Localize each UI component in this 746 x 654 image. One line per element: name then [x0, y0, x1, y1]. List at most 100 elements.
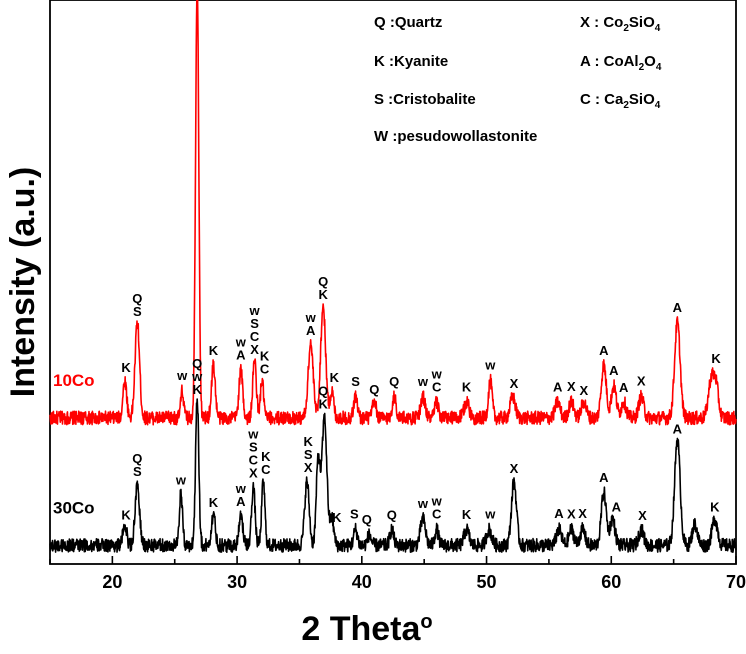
legend-entry: A : CoAl2O4: [580, 53, 662, 73]
peak-label: X: [578, 506, 587, 521]
peak-label: A: [236, 348, 246, 363]
peak-label: X: [637, 374, 646, 389]
legend: Q :Quartz X : Co2SiO4 K :Kyanite A : CoAl2O…: [374, 14, 662, 145]
peak-label: A: [609, 363, 619, 378]
peak-label: Q: [362, 512, 372, 527]
peak-label: S: [304, 447, 313, 462]
peak-label: X: [510, 376, 519, 391]
peak-label: w: [176, 368, 188, 383]
peak-label: A: [306, 323, 316, 338]
peak-label: C: [260, 362, 270, 377]
peak-label: w: [431, 367, 443, 382]
peak-label: C: [249, 453, 259, 468]
peak-label: w: [484, 358, 496, 373]
peak-label: K: [121, 508, 131, 523]
legend-entry: S :Cristobalite: [374, 91, 476, 108]
peak-label: A: [612, 499, 622, 514]
x-tick-label: 30: [227, 572, 247, 592]
peak-label: C: [432, 380, 442, 395]
peak-label: A: [673, 300, 683, 315]
legend-entry: C : Ca2SiO4: [580, 91, 661, 111]
peak-label: A: [599, 343, 609, 358]
peak-label: A: [236, 494, 246, 509]
peak-label: C: [250, 329, 260, 344]
peak-label: w: [248, 303, 260, 318]
peak-label: X: [567, 379, 576, 394]
series-line-10Co: [49, 0, 737, 426]
peak-label: X: [249, 466, 258, 481]
peak-label: K: [121, 360, 131, 375]
peak-label: K: [332, 510, 342, 525]
legend-entry: K :Kyanite: [374, 53, 448, 70]
peak-label: w: [235, 335, 247, 350]
y-axis-title: Intensity (a.u.): [4, 167, 42, 397]
peak-annotations: KQSwQwKKwAwSCXKCwAQKKSQQwwCKwXAXXAAAXAKK…: [121, 274, 721, 527]
peak-label: X: [567, 507, 576, 522]
peak-label: Q: [389, 374, 399, 389]
peak-label: w: [417, 374, 429, 389]
peak-label: K: [462, 380, 472, 395]
plot-frame: [49, 0, 737, 565]
x-ticks: 20 30 40 50 60 70: [49, 556, 746, 592]
peak-label: Q: [369, 382, 379, 397]
peak-label: K: [260, 349, 270, 364]
peak-label: C: [261, 462, 271, 477]
peak-label: w: [235, 481, 247, 496]
peak-label: K: [303, 434, 313, 449]
legend-entry: X : Co2SiO4: [580, 14, 661, 34]
peak-label: Q: [132, 451, 142, 466]
peak-label: K: [462, 507, 472, 522]
peak-label: X: [510, 461, 519, 476]
peak-label: Q: [318, 274, 328, 289]
peak-label: K: [192, 382, 202, 397]
x-axis-title: 2 Thetao: [301, 610, 432, 648]
x-tick-label: 50: [477, 572, 497, 592]
peak-label: w: [305, 310, 317, 325]
peak-label: w: [175, 472, 187, 487]
series-label: 30Co: [53, 499, 95, 518]
peak-label: K: [318, 287, 328, 302]
peak-label: K: [330, 370, 340, 385]
x-tick-label: 40: [352, 572, 372, 592]
peak-label: Q: [192, 356, 202, 371]
series-label: 10Co: [53, 371, 95, 390]
peak-label: w: [431, 493, 443, 508]
peak-label: S: [250, 316, 259, 331]
peak-label: K: [209, 343, 219, 358]
x-tick-label: 70: [726, 572, 746, 592]
peak-label: A: [673, 421, 683, 436]
peak-label: K: [318, 396, 328, 411]
peak-label: X: [638, 508, 647, 523]
series-line-30Co: [49, 398, 737, 553]
peak-label: C: [432, 506, 442, 521]
peak-label: K: [711, 351, 721, 366]
peak-label: S: [351, 374, 360, 389]
legend-entry: Q :Quartz: [374, 14, 442, 31]
peak-label: X: [579, 383, 588, 398]
peak-label: K: [261, 449, 271, 464]
peak-label: S: [133, 304, 142, 319]
peak-label: w: [247, 427, 259, 442]
peak-label: A: [619, 380, 629, 395]
peak-label: Q: [387, 508, 397, 523]
peak-label: S: [133, 464, 142, 479]
peak-label: S: [249, 440, 258, 455]
peak-label: Q: [318, 383, 328, 398]
peak-label: A: [599, 470, 609, 485]
peak-label: S: [350, 507, 359, 522]
peak-label: w: [484, 506, 496, 521]
peak-label: K: [710, 499, 720, 514]
peak-label: w: [417, 496, 429, 511]
x-tick-label: 20: [102, 572, 122, 592]
peak-label: K: [209, 495, 219, 510]
peak-label: X: [304, 460, 313, 475]
peak-label: A: [553, 380, 563, 395]
legend-entry: W :pesudowollastonite: [374, 128, 537, 145]
peak-label: X: [250, 342, 259, 357]
x-tick-label: 60: [601, 572, 621, 592]
series-layer: 10Co 30Co: [49, 0, 737, 553]
peak-label: A: [554, 506, 564, 521]
peak-label: w: [191, 369, 203, 384]
peak-label: Q: [132, 291, 142, 306]
